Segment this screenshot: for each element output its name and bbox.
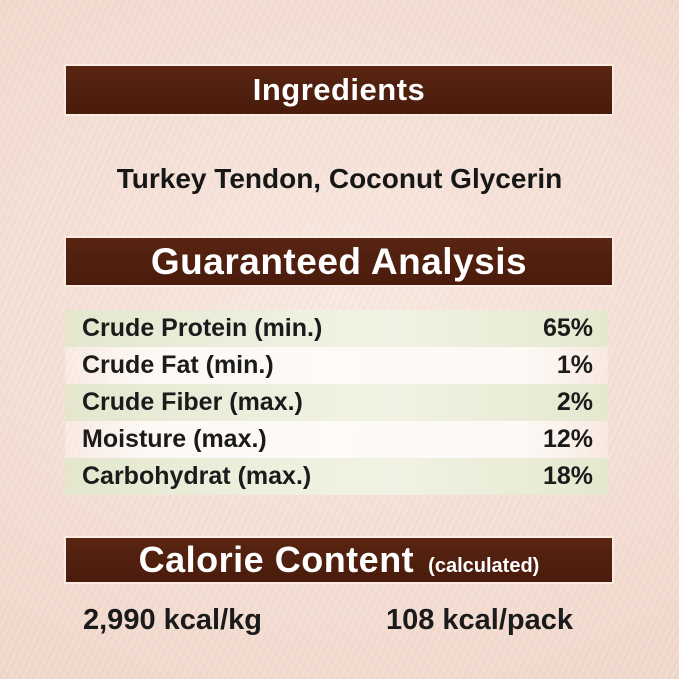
nutrient-label: Crude Fat (min.): [82, 351, 274, 379]
calorie-content-header-bar: Calorie Content (calculated): [66, 538, 612, 582]
nutrient-label: Carbohydrat (max.): [82, 462, 312, 490]
nutrient-value: 1%: [556, 351, 593, 379]
ingredients-header-bar: Ingredients: [66, 66, 612, 114]
nutrient-label: Moisture (max.): [82, 425, 267, 453]
guaranteed-analysis-header-title: Guaranteed Analysis: [150, 240, 528, 282]
ingredients-list: Turkey Tendon, Coconut Glycerin: [116, 163, 563, 194]
nutrient-value: 18%: [542, 462, 593, 490]
calorie-content-header-title: Calorie Content: [138, 539, 415, 580]
guaranteed-analysis-table: Crude Protein (min.) 65% Crude Fat (min.…: [65, 310, 608, 495]
nutrient-label: Crude Protein (min.): [82, 314, 323, 342]
table-row-carbohydrat: Carbohydrat (max.) 18%: [65, 458, 608, 495]
calories-per-pack: 108 kcal/pack: [385, 603, 573, 636]
nutrient-label: Crude Fiber (max.): [82, 388, 303, 416]
table-row-crude-fat: Crude Fat (min.) 1%: [65, 347, 608, 384]
nutrient-value: 2%: [556, 388, 593, 416]
table-row-crude-fiber: Crude Fiber (max.) 2%: [65, 384, 608, 421]
calorie-values-row: 2,990 kcal/kg 108 kcal/pack: [66, 603, 612, 637]
ingredients-header-title: Ingredients: [252, 72, 426, 107]
guaranteed-analysis-header-bar: Guaranteed Analysis: [66, 238, 612, 285]
calories-per-kg: 2,990 kcal/kg: [83, 603, 262, 636]
table-row-crude-protein: Crude Protein (min.) 65%: [65, 310, 608, 347]
nutrient-value: 12%: [542, 425, 593, 453]
table-row-moisture: Moisture (max.) 12%: [65, 421, 608, 458]
calorie-content-calculated-note: (calculated): [428, 555, 540, 577]
nutrient-value: 65%: [542, 314, 593, 342]
